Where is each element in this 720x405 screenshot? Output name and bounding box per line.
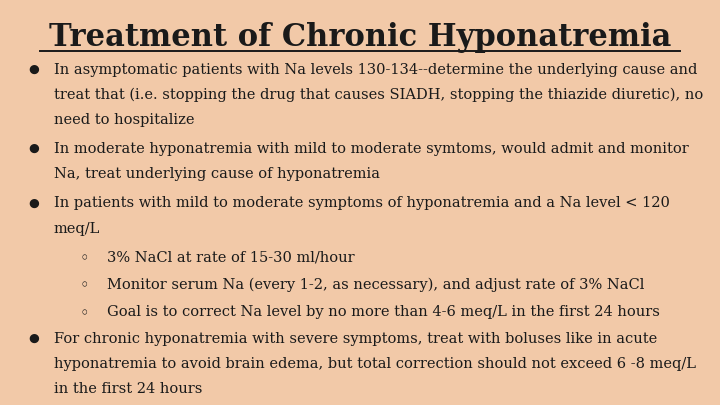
- Text: For chronic hyponatremia with severe symptoms, treat with boluses like in acute: For chronic hyponatremia with severe sym…: [54, 332, 657, 346]
- Text: ●: ●: [29, 142, 40, 155]
- Text: Treatment of Chronic Hyponatremia: Treatment of Chronic Hyponatremia: [49, 22, 671, 53]
- Text: need to hospitalize: need to hospitalize: [54, 113, 194, 127]
- Text: ●: ●: [29, 196, 40, 209]
- Text: hyponatremia to avoid brain edema, but total correction should not exceed 6 -8 m: hyponatremia to avoid brain edema, but t…: [54, 357, 696, 371]
- Text: ◦: ◦: [79, 251, 89, 268]
- Text: ◦: ◦: [79, 278, 89, 295]
- Text: In asymptomatic patients with Na levels 130-134--determine the underlying cause : In asymptomatic patients with Na levels …: [54, 63, 698, 77]
- Text: Monitor serum Na (every 1-2, as necessary), and adjust rate of 3% NaCl: Monitor serum Na (every 1-2, as necessar…: [107, 278, 644, 292]
- Text: In patients with mild to moderate symptoms of hyponatremia and a Na level < 120: In patients with mild to moderate sympto…: [54, 196, 670, 211]
- Text: Na, treat underlying cause of hyponatremia: Na, treat underlying cause of hyponatrem…: [54, 167, 380, 181]
- Text: treat that (i.e. stopping the drug that causes SIADH, stopping the thiazide diur: treat that (i.e. stopping the drug that …: [54, 88, 703, 102]
- Text: In moderate hyponatremia with mild to moderate symtoms, would admit and monitor: In moderate hyponatremia with mild to mo…: [54, 142, 689, 156]
- Text: Goal is to correct Na level by no more than 4-6 meq/L in the first 24 hours: Goal is to correct Na level by no more t…: [107, 305, 660, 319]
- Text: in the first 24 hours: in the first 24 hours: [54, 382, 202, 396]
- Text: ◦: ◦: [79, 305, 89, 322]
- Text: meq/L: meq/L: [54, 222, 100, 236]
- Text: ●: ●: [29, 332, 40, 345]
- Text: ●: ●: [29, 63, 40, 76]
- Text: 3% NaCl at rate of 15-30 ml/hour: 3% NaCl at rate of 15-30 ml/hour: [107, 251, 354, 265]
